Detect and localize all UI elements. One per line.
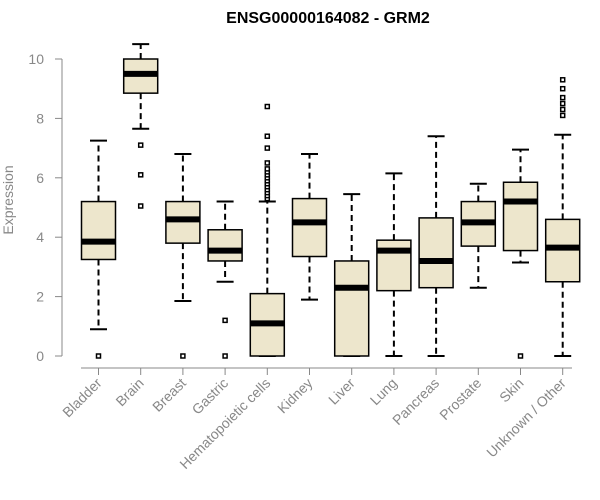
boxes — [80, 43, 581, 359]
chart-title: ENSG00000164082 - GRM2 — [226, 10, 430, 27]
box-group — [418, 135, 454, 357]
box-group — [207, 200, 243, 359]
iqr-box — [80, 200, 117, 261]
box-group — [122, 43, 159, 209]
outlier-point — [517, 353, 524, 359]
outlier-point — [180, 353, 186, 359]
y-axis-label: Expression — [0, 165, 16, 234]
outlier-point — [559, 112, 566, 119]
x-tick-label: Brain — [112, 375, 146, 409]
y-tick-label: 10 — [28, 51, 44, 67]
box-group — [333, 193, 370, 357]
outlier-point — [137, 142, 144, 148]
outlier-point — [222, 317, 228, 324]
x-tick-label: Liver — [325, 375, 358, 408]
outlier-point — [264, 160, 271, 166]
outlier-point — [264, 103, 271, 110]
y-ticks: 0 2 4 6 8 10 — [28, 51, 62, 364]
outlier-point — [559, 77, 566, 83]
x-tick-label: Skin — [496, 375, 527, 406]
y-tick-label: 6 — [36, 170, 44, 186]
y-tick-label: 8 — [36, 110, 44, 126]
x-tick-label: Unknown / Other — [483, 375, 569, 461]
box-group — [165, 153, 201, 359]
box-group — [291, 153, 328, 301]
box-group — [544, 77, 581, 357]
outlier-point — [95, 353, 102, 359]
box-group — [80, 139, 117, 359]
iqr-box — [502, 181, 539, 252]
x-tick-label: Kidney — [274, 375, 316, 417]
iqr-box — [333, 260, 370, 357]
x-tick-label: Breast — [149, 375, 189, 415]
x-tick-label: Pancreas — [389, 375, 442, 428]
box-group — [502, 148, 539, 359]
x-tick-label: Prostate — [436, 375, 484, 423]
x-tick-label: Lung — [367, 375, 400, 408]
y-tick-label: 2 — [36, 289, 44, 305]
outlier-point — [559, 94, 566, 101]
x-tick-label: Bladder — [59, 375, 105, 421]
box-group — [460, 182, 497, 289]
outlier-point — [137, 172, 144, 178]
box-group — [249, 103, 286, 357]
outlier-point — [559, 106, 566, 113]
outlier-point — [264, 145, 271, 151]
y-tick-label: 4 — [36, 229, 44, 245]
y-tick-label: 0 — [36, 348, 44, 364]
outlier-point — [222, 353, 228, 359]
outlier-point — [137, 203, 144, 209]
iqr-box — [418, 217, 454, 289]
outlier-point — [559, 100, 566, 107]
iqr-box — [207, 229, 243, 262]
outlier-point — [264, 133, 271, 139]
iqr-box — [291, 197, 328, 258]
box-group — [376, 172, 412, 357]
outlier-point — [264, 166, 271, 172]
outlier-point — [559, 85, 566, 92]
